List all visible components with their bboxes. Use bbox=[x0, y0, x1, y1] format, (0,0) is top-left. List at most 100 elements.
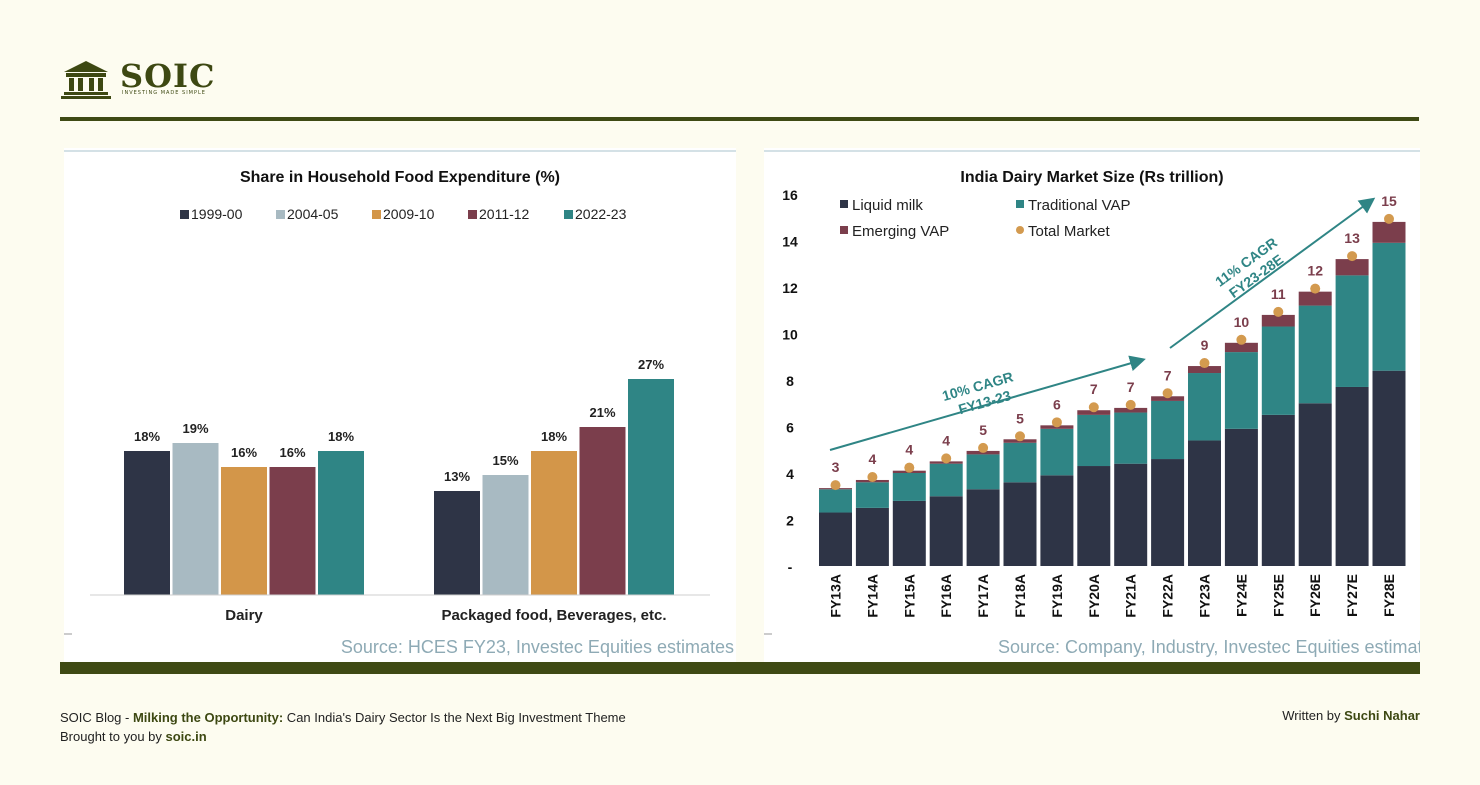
market-size-chart: India Dairy Market Size (Rs trillion) - 2 4… bbox=[764, 150, 1420, 657]
category-label: FY19A bbox=[1049, 574, 1065, 618]
total-marker bbox=[1273, 306, 1284, 317]
total-label: 4 bbox=[905, 442, 913, 458]
top-divider bbox=[60, 117, 1419, 121]
total-marker bbox=[978, 442, 989, 453]
source-note: Source: HCES FY23, Investec Equities est… bbox=[341, 637, 734, 657]
legend-label: 2011-12 bbox=[479, 206, 530, 222]
bottom-divider bbox=[60, 662, 1420, 674]
bar bbox=[221, 467, 267, 595]
legend-swatch bbox=[564, 210, 573, 219]
category-label: Dairy bbox=[225, 607, 263, 624]
stacked-segment bbox=[1077, 410, 1111, 415]
total-label: 12 bbox=[1307, 263, 1323, 279]
stacked-segment bbox=[1040, 428, 1074, 476]
category-label: FY23A bbox=[1197, 574, 1213, 618]
stacked-segment bbox=[1335, 275, 1369, 387]
total-label: 4 bbox=[869, 451, 877, 467]
total-label: 7 bbox=[1090, 381, 1098, 397]
legend-label: Liquid milk bbox=[852, 197, 923, 214]
stacked-segment bbox=[1151, 400, 1185, 460]
data-label: 16% bbox=[231, 445, 257, 460]
stacked-segment bbox=[1188, 366, 1221, 374]
data-label: 18% bbox=[541, 429, 567, 444]
expenditure-chart: Share in Household Food Expenditure (%) 1… bbox=[64, 150, 736, 657]
stacked-segment bbox=[1151, 396, 1185, 401]
chart-title: India Dairy Market Size (Rs trillion) bbox=[960, 169, 1223, 186]
stacked-segment bbox=[855, 482, 889, 508]
footer-line-2: Brought to you by soic.in bbox=[60, 729, 207, 744]
stacked-segment bbox=[1114, 412, 1148, 464]
stacked-segment bbox=[1003, 442, 1037, 483]
stacked-segment bbox=[1335, 259, 1369, 276]
stacked-segment bbox=[819, 512, 852, 566]
stacked-segment bbox=[1151, 459, 1185, 566]
stacked-segment bbox=[855, 507, 889, 566]
data-label: 16% bbox=[279, 445, 305, 460]
stacked-segment bbox=[1261, 314, 1295, 327]
brand-logo[interactable]: SOIC INVESTING MADE SIMPLE bbox=[60, 58, 215, 100]
brand-tagline: INVESTING MADE SIMPLE bbox=[122, 90, 206, 96]
category-label: FY14A bbox=[864, 574, 880, 618]
footer-credits: SOIC Blog - Milking the Opportunity: Can… bbox=[60, 708, 626, 746]
author-credit: Written by Suchi Nahar bbox=[1282, 708, 1420, 723]
data-label: 21% bbox=[589, 405, 615, 420]
legend-label: Traditional VAP bbox=[1028, 197, 1131, 214]
y-tick-label: - bbox=[788, 559, 793, 575]
category-label: FY25E bbox=[1270, 574, 1286, 617]
stacked-segment bbox=[929, 463, 963, 497]
legend-swatch bbox=[840, 226, 848, 234]
data-label: 18% bbox=[134, 429, 160, 444]
data-label: 18% bbox=[328, 429, 354, 444]
category-label: FY18A bbox=[1012, 574, 1028, 618]
market-size-chart-panel: India Dairy Market Size (Rs trillion) - 2 4… bbox=[764, 148, 1420, 662]
stacked-segment bbox=[1114, 463, 1148, 566]
stacked-segment bbox=[1224, 428, 1258, 566]
y-tick-label: 14 bbox=[782, 234, 798, 250]
stacked-segment bbox=[1040, 475, 1074, 566]
total-marker bbox=[1310, 283, 1321, 294]
stacked-segment bbox=[1077, 414, 1111, 467]
bar bbox=[269, 467, 316, 595]
site-link[interactable]: soic.in bbox=[165, 729, 207, 744]
stacked-segment bbox=[1224, 342, 1258, 353]
stacked-segment bbox=[1335, 386, 1369, 566]
y-tick-label: 4 bbox=[786, 466, 794, 482]
y-tick-label: 8 bbox=[786, 373, 794, 389]
category-label: FY26E bbox=[1307, 574, 1323, 617]
total-marker bbox=[1088, 402, 1099, 413]
total-label: 9 bbox=[1201, 337, 1209, 353]
total-label: 11 bbox=[1271, 286, 1286, 302]
y-tick-label: 16 bbox=[782, 187, 798, 203]
total-marker bbox=[1125, 399, 1136, 410]
expenditure-chart-panel: Share in Household Food Expenditure (%) 1… bbox=[64, 148, 736, 662]
stacked-segment bbox=[1077, 466, 1111, 566]
bar bbox=[628, 379, 674, 595]
total-label: 7 bbox=[1127, 379, 1135, 395]
legend-label: 2004-05 bbox=[287, 206, 339, 222]
total-marker bbox=[941, 453, 952, 464]
total-label: 7 bbox=[1164, 367, 1172, 383]
stacked-segment bbox=[1261, 414, 1295, 566]
bar bbox=[482, 475, 529, 595]
bar bbox=[579, 427, 626, 595]
brand-name: SOIC bbox=[120, 57, 216, 95]
legend-label: 2009-10 bbox=[383, 206, 435, 222]
total-marker bbox=[830, 480, 841, 491]
y-tick-label: 2 bbox=[786, 513, 794, 529]
legend-swatch bbox=[276, 210, 285, 219]
category-label: FY17A bbox=[975, 574, 991, 618]
total-marker bbox=[904, 462, 915, 473]
data-label: 15% bbox=[492, 453, 518, 468]
category-label: FY22A bbox=[1160, 574, 1176, 618]
source-note: Source: Company, Industry, Investec Equi… bbox=[998, 637, 1420, 657]
stacked-segment bbox=[892, 473, 926, 501]
stacked-segment bbox=[1188, 440, 1221, 566]
total-marker bbox=[1051, 417, 1062, 428]
stacked-segment bbox=[1003, 482, 1037, 566]
total-label: 15 bbox=[1381, 193, 1397, 209]
stacked-segment bbox=[929, 496, 963, 566]
stacked-segment bbox=[892, 500, 926, 566]
legend-label: Total Market bbox=[1028, 223, 1111, 240]
total-marker bbox=[1347, 251, 1358, 262]
stacked-segment bbox=[1224, 352, 1258, 429]
